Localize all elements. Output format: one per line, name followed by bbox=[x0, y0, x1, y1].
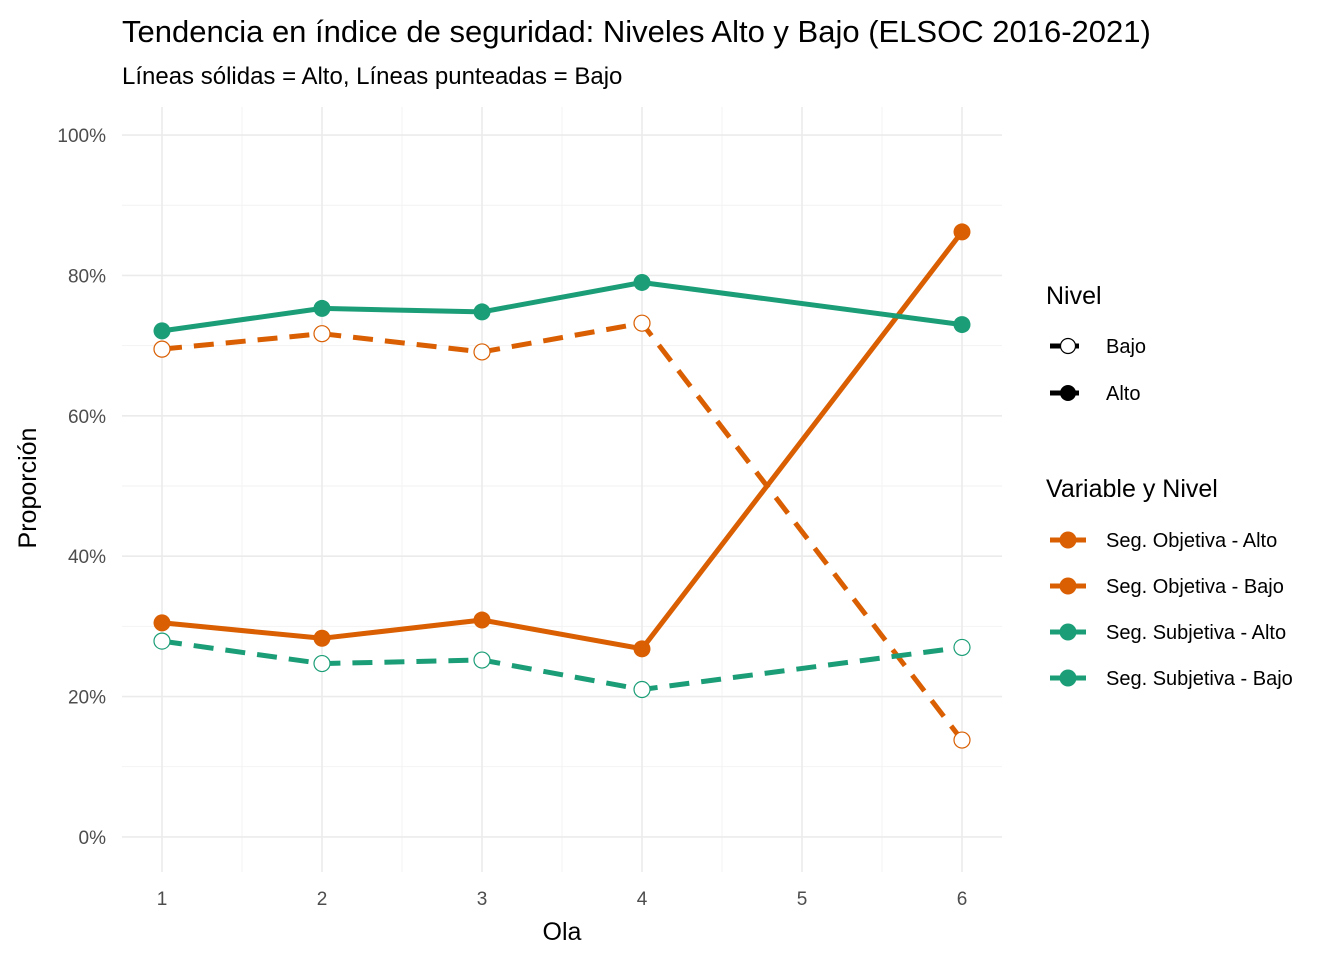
data-point-seg-subjetiva-bajo bbox=[313, 654, 331, 673]
data-point-seg-objetiva-bajo bbox=[633, 314, 651, 332]
data-point-seg-objetiva-alto bbox=[473, 611, 491, 629]
x-tick-label: 6 bbox=[957, 889, 968, 910]
legend-label-seg-objetiva-alto: Seg. Objetiva - Alto bbox=[1106, 530, 1277, 552]
legend: Nivel Variable y Nivel Bajo Alto Seg. Obj… bbox=[1046, 282, 1293, 690]
data-point-seg-subjetiva-bajo bbox=[473, 651, 491, 669]
chart-title: Tendencia en índice de seguridad: Nivele… bbox=[122, 14, 1151, 49]
y-tick-label: 100% bbox=[57, 126, 106, 147]
data-point-seg-subjetiva-bajo bbox=[953, 638, 971, 657]
grid bbox=[122, 107, 1002, 872]
data-point-seg-objetiva-bajo bbox=[313, 325, 331, 343]
x-tick-label: 2 bbox=[317, 889, 328, 910]
legend-variable-title: Variable y Nivel bbox=[1046, 475, 1218, 503]
y-tick-label: 20% bbox=[68, 688, 106, 709]
legend-label-seg-subjetiva-bajo: Seg. Subjetiva - Bajo bbox=[1106, 668, 1293, 690]
y-tick-label: 60% bbox=[68, 407, 106, 428]
data-point-seg-objetiva-bajo bbox=[473, 343, 491, 361]
x-tick-label: 1 bbox=[157, 889, 168, 910]
legend-label-seg-objetiva-bajo: Seg. Objetiva - Bajo bbox=[1106, 576, 1284, 598]
data-point-seg-subjetiva-alto bbox=[153, 322, 171, 340]
x-axis-title: Ola bbox=[543, 918, 582, 946]
x-tick-label: 5 bbox=[797, 889, 808, 910]
data-point-seg-subjetiva-bajo bbox=[153, 632, 171, 650]
x-tick-label: 3 bbox=[477, 889, 488, 910]
chart-subtitle: Líneas sólidas = Alto, Líneas punteadas … bbox=[122, 63, 622, 90]
series-points bbox=[153, 223, 971, 749]
x-axis-ticks: 1 2 3 4 5 6 bbox=[157, 889, 968, 910]
legend-label-seg-subjetiva-alto: Seg. Subjetiva - Alto bbox=[1106, 622, 1286, 644]
data-point-seg-objetiva-alto bbox=[313, 629, 331, 647]
x-tick-label: 4 bbox=[637, 889, 648, 910]
y-axis-title: Proporción bbox=[14, 428, 42, 549]
y-axis-ticks: 0% 20% 40% 60% 80% 100% bbox=[57, 126, 106, 849]
legend-key-point-seg-objetiva-alto bbox=[1059, 531, 1077, 549]
legend-label-alto: Alto bbox=[1106, 383, 1140, 405]
legend-key-point-seg-objetiva-bajo bbox=[1059, 577, 1077, 595]
y-tick-label: 0% bbox=[79, 828, 107, 849]
legend-nivel-items: Bajo Alto bbox=[1050, 336, 1146, 405]
data-point-seg-objetiva-bajo bbox=[953, 731, 971, 749]
y-tick-label: 80% bbox=[68, 266, 106, 287]
legend-key-point-alto bbox=[1060, 385, 1076, 401]
legend-label-bajo: Bajo bbox=[1106, 336, 1146, 358]
legend-key-point-seg-subjetiva-alto bbox=[1059, 623, 1077, 641]
legend-key-point-bajo bbox=[1059, 337, 1077, 355]
data-point-seg-objetiva-alto bbox=[633, 640, 651, 658]
data-point-seg-subjetiva-alto bbox=[313, 299, 331, 317]
data-point-seg-subjetiva-alto bbox=[473, 303, 491, 321]
legend-nivel-title: Nivel bbox=[1046, 282, 1102, 310]
data-point-seg-subjetiva-alto bbox=[953, 316, 971, 334]
data-point-seg-subjetiva-bajo bbox=[633, 680, 651, 699]
legend-variable-items: Seg. Objetiva - Alto Seg. Objetiva - Bajo… bbox=[1050, 530, 1293, 690]
data-point-seg-objetiva-alto bbox=[953, 223, 971, 241]
data-point-seg-subjetiva-alto bbox=[633, 273, 651, 291]
data-point-seg-objetiva-alto bbox=[153, 614, 171, 632]
legend-key-point-seg-subjetiva-bajo bbox=[1059, 669, 1077, 687]
data-point-seg-objetiva-bajo bbox=[153, 340, 171, 358]
y-tick-label: 40% bbox=[68, 547, 106, 568]
